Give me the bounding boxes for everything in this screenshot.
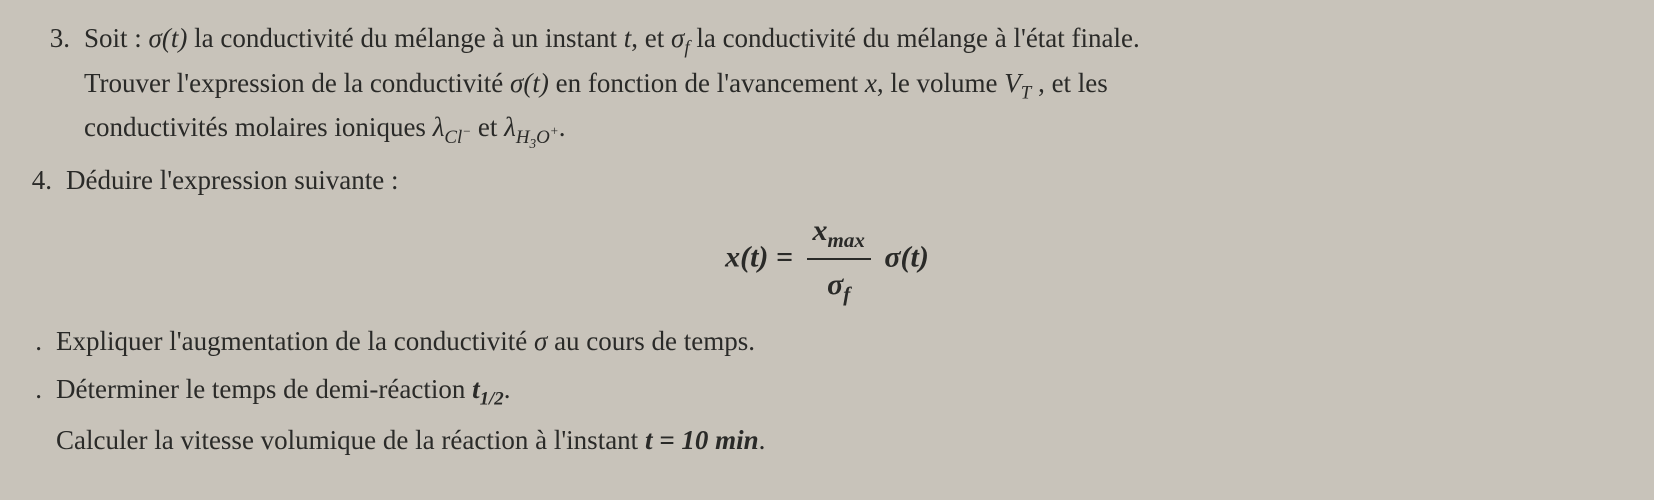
f-top-sub: max (828, 228, 865, 252)
f-x: x (725, 240, 740, 273)
o-sub: O (536, 127, 550, 148)
q7-number (0, 420, 56, 462)
lambda-1: λ (433, 112, 445, 142)
f-bot-sigma: σ (827, 268, 843, 301)
q5-a: Expliquer l'augmentation de la conductiv… (56, 326, 534, 356)
sigma-f-base: σ (671, 23, 684, 53)
f-top-x: x (813, 214, 828, 247)
q3-l3-a: conductivités molaires ioniques (84, 112, 433, 142)
q3-l1-d: la conductivité du mélange à l'état fina… (690, 23, 1140, 53)
t12-sub: 1/2 (480, 388, 504, 409)
t-half: t1/2 (472, 374, 504, 404)
q4-text: Déduire l'expression suivante : (66, 160, 1626, 202)
plus-sup: + (550, 123, 559, 138)
sigma-t-2: σ(t) (510, 68, 549, 98)
q6-a: Déterminer le temps de demi-réaction (56, 374, 472, 404)
q3-l1-b: la conductivité du mélange à un instant (187, 23, 623, 53)
q3-l1-a: Soit : (84, 23, 149, 53)
q3-number: 3. (28, 18, 84, 154)
q3-l2-d: , et les (1038, 68, 1108, 98)
q6-text: Déterminer le temps de demi-réaction t1/… (56, 369, 1626, 414)
q6-b: . (504, 374, 511, 404)
q3-line3: conductivités molaires ioniques λCl− et … (84, 107, 1626, 154)
h-sub: H (516, 127, 530, 148)
q3-l3-b: et (471, 112, 504, 142)
q3-line1: Soit : σ(t) la conductivité du mélange à… (84, 18, 1626, 63)
q7-a: Calculer la vitesse volumique de la réac… (56, 425, 645, 455)
cl-sub: Cl (444, 127, 462, 148)
q6-number: . (0, 369, 56, 414)
f-rhs-t: (t) (901, 240, 929, 273)
sigma-2: σ (534, 326, 547, 356)
q5-number: . (0, 321, 56, 363)
vt-base: V (1004, 68, 1021, 98)
q4-number: 4. (10, 160, 66, 202)
fraction: xmax σf (807, 208, 871, 311)
formula: x(t) = xmax σf σ(t) (28, 208, 1626, 311)
x-var: x (865, 68, 877, 98)
q7-b: . (759, 425, 766, 455)
q3-l1-c: , et (631, 23, 671, 53)
q3-line2: Trouver l'expression de la conductivité … (84, 63, 1626, 108)
q5-text: Expliquer l'augmentation de la conductiv… (56, 321, 1626, 363)
q3-l3-c: . (559, 112, 566, 142)
lambda-h3o: λH3O+ (504, 112, 559, 142)
q3-l2-c: , le volume (877, 68, 1004, 98)
vt-sub: T (1021, 82, 1032, 103)
f-lhs-t: (t) = (740, 240, 800, 273)
cl-minus: − (462, 123, 471, 138)
q5-b: au cours de temps. (547, 326, 755, 356)
q7-text: Calculer la vitesse volumique de la réac… (56, 420, 1626, 462)
lambda-2: λ (504, 112, 516, 142)
t-eq-10: t = 10 min (645, 425, 759, 455)
q3-l2-a: Trouver l'expression de la conductivité (84, 68, 510, 98)
t12-base: t (472, 374, 480, 404)
vt-var: VT (1004, 68, 1031, 98)
lambda-cl: λCl− (433, 112, 471, 142)
f-rhs-sigma: σ (884, 240, 900, 273)
f-bot-sub: f (843, 282, 850, 306)
sigma-t-1: σ(t) (149, 23, 188, 53)
q3-l2-b: en fonction de l'avancement (549, 68, 865, 98)
sigma-f-1: σf (671, 23, 690, 53)
